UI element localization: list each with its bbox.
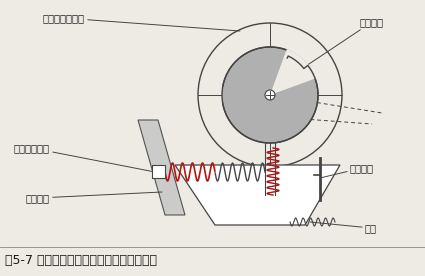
Text: 温度控制器旋钮: 温度控制器旋钮 <box>43 13 240 31</box>
Polygon shape <box>138 120 185 215</box>
Text: 温度调节螺钉: 温度调节螺钉 <box>14 143 155 172</box>
Circle shape <box>265 90 275 100</box>
Circle shape <box>222 47 318 143</box>
Wedge shape <box>270 49 316 95</box>
Polygon shape <box>152 165 165 178</box>
Text: 传动支板: 传动支板 <box>26 192 162 203</box>
Polygon shape <box>175 165 340 225</box>
Text: 温控制板: 温控制板 <box>320 163 374 178</box>
Text: 图5-7 调温凸轮与温度控制板的关系示意图: 图5-7 调温凸轮与温度控制板的关系示意图 <box>5 253 157 267</box>
Text: 弹簧: 弹簧 <box>310 222 377 233</box>
Text: 调温凸轮: 调温凸轮 <box>300 17 384 70</box>
